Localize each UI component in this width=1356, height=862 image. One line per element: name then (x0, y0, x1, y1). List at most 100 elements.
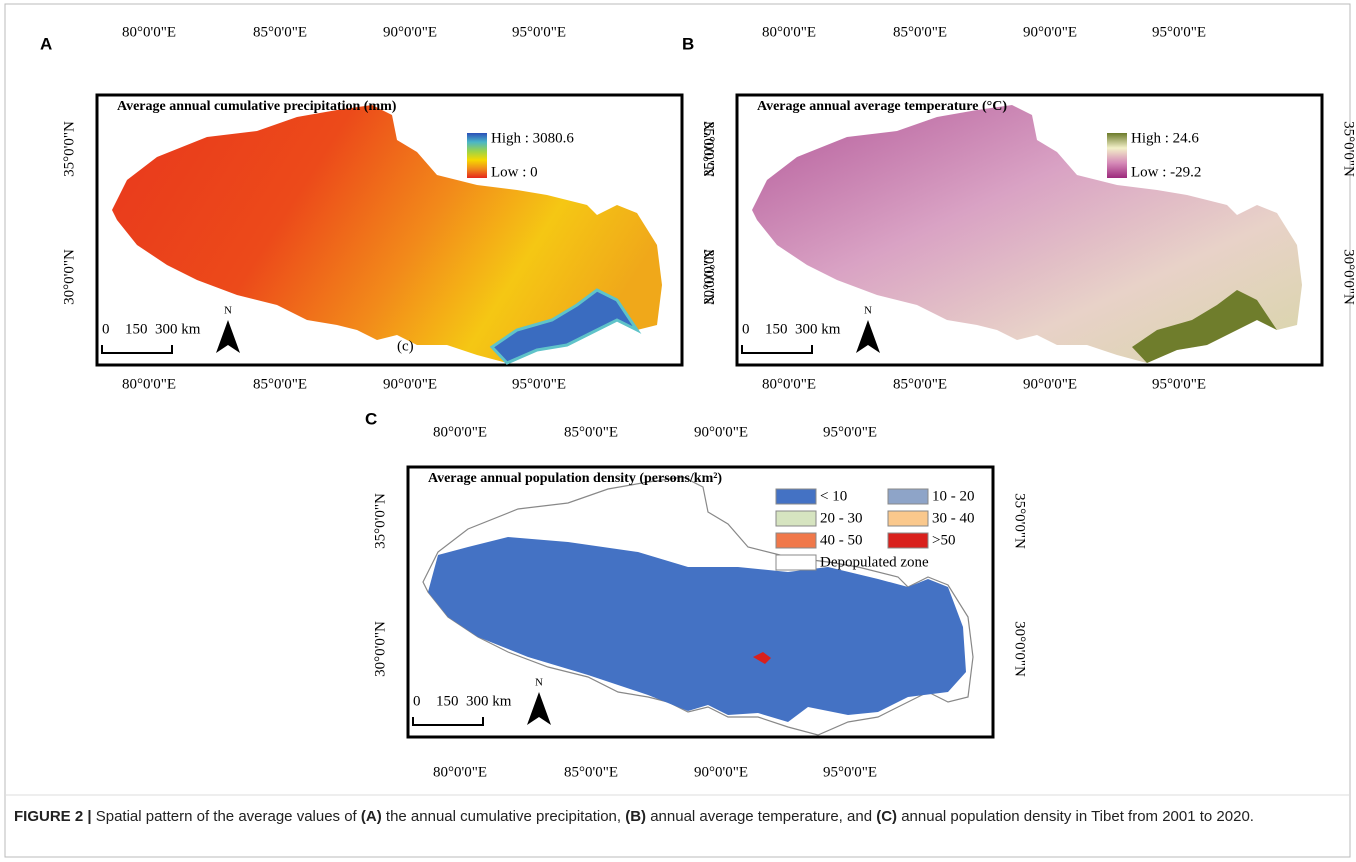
lon-label: 90°0'0"E (1023, 376, 1077, 392)
lon-label: 90°0'0"E (383, 376, 437, 392)
caption-segment: (C) (876, 808, 898, 825)
legend-swatch (775, 510, 817, 527)
scale-label: 150 (765, 321, 788, 337)
map-title: Average annual cumulative precipitation … (117, 99, 397, 114)
panel-letter: B (682, 34, 694, 53)
lat-label: 35°0'0"N (61, 121, 77, 177)
outer-frame (4, 3, 1351, 858)
lat-label: 30°0'0"N (701, 249, 717, 305)
caption-segment: the annual cumulative precipitation, (381, 808, 626, 825)
legend-high: High : 24.6 (1131, 130, 1199, 146)
lon-label: 90°0'0"E (694, 764, 748, 780)
lat-label: 30°0'0"N (61, 249, 77, 305)
scale-bar (101, 345, 173, 354)
lon-label: 95°0'0"E (512, 24, 566, 40)
map-title: Average annual average temperature (°C) (757, 99, 1007, 114)
lon-label: 80°0'0"E (122, 24, 176, 40)
lat-label: 35°0'0"N (701, 121, 717, 177)
lon-label: 80°0'0"E (762, 24, 816, 40)
legend-label: 40 - 50 (820, 532, 863, 548)
lon-label: 85°0'0"E (253, 376, 307, 392)
scale-bar (741, 345, 813, 354)
legend-ramp (1107, 133, 1127, 178)
lon-label: 90°0'0"E (1023, 24, 1077, 40)
north-label: N (535, 677, 543, 689)
lon-label: 85°0'0"E (253, 24, 307, 40)
legend-label: 20 - 30 (820, 510, 863, 526)
panel-letter: C (365, 409, 377, 428)
legend-swatch (887, 488, 929, 505)
lon-label: 95°0'0"E (1152, 376, 1206, 392)
region-map (112, 105, 662, 363)
lat-label: 35°0'0"N (1341, 121, 1356, 177)
legend-high: High : 3080.6 (491, 130, 574, 146)
lon-label: 85°0'0"E (893, 376, 947, 392)
lon-label: 95°0'0"E (823, 424, 877, 440)
scale-label: 0 (102, 321, 110, 337)
scale-label: 0 (742, 321, 750, 337)
map-title: Average annual population density (perso… (428, 471, 722, 486)
scale-label: 300 km (795, 321, 841, 337)
lat-label: 30°0'0"N (1341, 249, 1356, 305)
dense-spot (753, 652, 771, 664)
legend-low: Low : -29.2 (1131, 164, 1201, 180)
lon-label: 85°0'0"E (564, 424, 618, 440)
north-label: N (224, 305, 232, 317)
lon-label: 95°0'0"E (1152, 24, 1206, 40)
scale-bar (412, 717, 484, 726)
wet-zone (489, 288, 642, 365)
lat-label: 35°0'0"N (1012, 493, 1028, 549)
legend-swatch (775, 554, 817, 571)
lon-label: 85°0'0"E (893, 24, 947, 40)
scale-label: 150 (436, 693, 459, 709)
scale-label: 300 km (466, 693, 512, 709)
legend-label: 10 - 20 (932, 488, 975, 504)
legend-ramp (467, 133, 487, 178)
region-map (752, 105, 1302, 363)
lon-label: 95°0'0"E (512, 376, 566, 392)
legend-swatch (775, 488, 817, 505)
populated-area (428, 537, 966, 722)
lon-label: 85°0'0"E (564, 764, 618, 780)
scale-label: 150 (125, 321, 148, 337)
legend-label: 30 - 40 (932, 510, 975, 526)
scale-label: 300 km (155, 321, 201, 337)
caption-segment: annual population density in Tibet from … (897, 808, 1254, 825)
panel-letter: A (40, 34, 52, 53)
legend-swatch (887, 532, 929, 549)
lat-label: 35°0'0"N (701, 121, 717, 177)
lon-label: 80°0'0"E (433, 764, 487, 780)
legend-swatch (775, 532, 817, 549)
lon-label: 80°0'0"E (762, 376, 816, 392)
legend-swatch (887, 510, 929, 527)
north-arrow (527, 692, 551, 725)
legend-low: Low : 0 (491, 164, 538, 180)
map-panel: Average annual average temperature (°C) H… (701, 24, 1356, 392)
caption-segment: (B) (625, 808, 647, 825)
lon-label: 90°0'0"E (383, 24, 437, 40)
north-label: N (864, 305, 872, 317)
map-panel: Average annual population density (perso… (372, 424, 1027, 780)
caption-segment: annual average temperature, and (646, 808, 877, 825)
caption-segment: FIGURE 2 | (14, 808, 96, 825)
lon-label: 80°0'0"E (122, 376, 176, 392)
lat-label: 30°0'0"N (372, 621, 388, 677)
lon-label: 95°0'0"E (823, 764, 877, 780)
caption-segment: Spatial pattern of the average values of (95, 808, 361, 825)
lat-label: 35°0'0"N (372, 493, 388, 549)
warm-zone (1132, 290, 1277, 363)
north-arrow (856, 320, 880, 353)
scale-label: 0 (413, 693, 421, 709)
lat-label: 30°0'0"N (701, 249, 717, 305)
legend-label: >50 (932, 532, 955, 548)
map-panel: Average annual cumulative precipitation … (61, 24, 716, 392)
north-arrow (216, 320, 240, 353)
legend-label: Depopulated zone (820, 554, 929, 570)
caption-segment: (A) (360, 808, 382, 825)
legend-label: < 10 (820, 488, 847, 504)
lon-label: 80°0'0"E (433, 424, 487, 440)
caption: FIGURE 2 | Spatial pattern of the averag… (14, 806, 1334, 827)
lon-label: 90°0'0"E (694, 424, 748, 440)
